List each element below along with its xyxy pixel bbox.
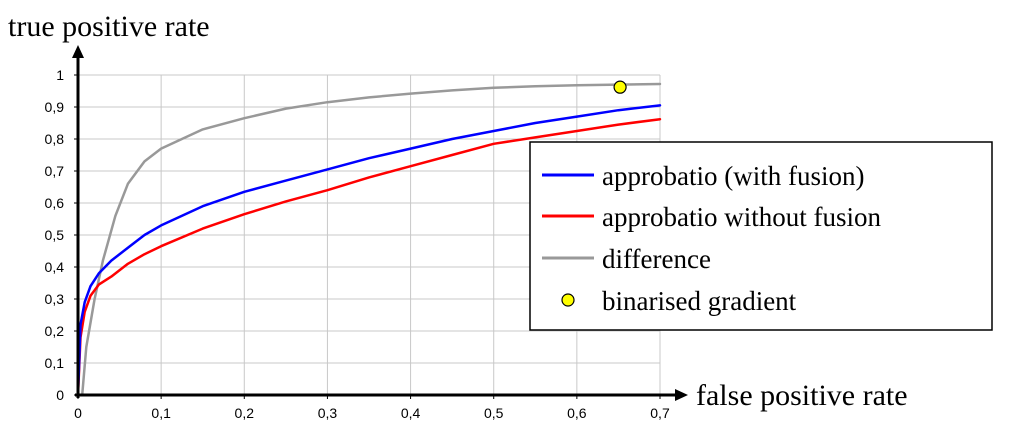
y-tick-label: 0,2 (45, 323, 65, 339)
x-axis-title: false positive rate (696, 379, 908, 412)
series-line-difference (80, 82, 662, 397)
series-line-approbatio-without-fusion (76, 117, 662, 397)
legend-marker-binarised-gradient (561, 293, 575, 307)
x-tick-label: 0,5 (484, 405, 504, 421)
series-lines (76, 82, 662, 397)
y-tick-label: 0,4 (45, 259, 65, 275)
y-axis-title: true positive rate (8, 10, 210, 43)
y-tick-label: 1 (56, 67, 64, 83)
x-tick-label: 0,3 (318, 405, 338, 421)
legend-label-difference: difference (602, 244, 711, 274)
legend-box (529, 141, 993, 331)
y-tick-label: 0,8 (45, 131, 65, 147)
x-tick-label: 0 (74, 405, 82, 421)
legend-label-with-fusion: approbatio (with fusion) (602, 161, 864, 191)
legend-label-binarised-gradient: binarised gradient (602, 286, 797, 316)
points (613, 80, 627, 94)
y-tick-label: 0,5 (45, 227, 65, 243)
y-tick-label: 0,3 (45, 291, 65, 307)
y-axis-arrow (72, 45, 84, 58)
x-tick-label: 0,2 (235, 405, 255, 421)
legend: approbatio (with fusion) approbatio with… (529, 141, 993, 331)
y-tick-label: 0,7 (45, 163, 65, 179)
x-tick-label: 0,6 (567, 405, 587, 421)
x-axis-arrow (675, 389, 688, 401)
x-tick-label: 0,7 (650, 405, 670, 421)
x-tick-label: 0,4 (401, 405, 421, 421)
y-tick-label: 0 (56, 387, 64, 403)
y-tick-labels: 0 0,1 0,2 0,3 0,4 0,5 0,6 0,7 0,8 0,9 1 (45, 67, 65, 403)
x-tick-label: 0,1 (151, 405, 171, 421)
series-line-approbatio-with-fusion- (76, 104, 662, 397)
y-tick-label: 0,6 (45, 195, 65, 211)
point-binarised-gradient (613, 80, 627, 94)
legend-label-without-fusion: approbatio without fusion (602, 202, 881, 232)
x-tick-labels: 0 0,1 0,2 0,3 0,4 0,5 0,6 0,7 (74, 405, 670, 421)
y-tick-label: 0,9 (45, 99, 65, 115)
y-tick-label: 0,1 (45, 355, 65, 371)
